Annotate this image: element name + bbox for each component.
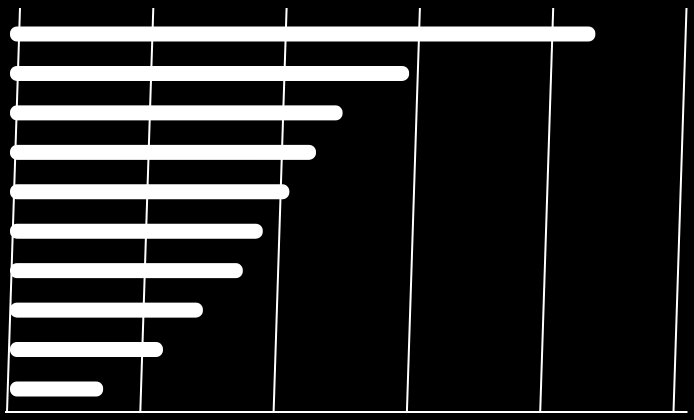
bar xyxy=(10,184,290,200)
grid-line xyxy=(405,7,421,413)
bar xyxy=(10,144,316,160)
bar xyxy=(10,65,410,81)
bar xyxy=(10,26,596,42)
grid-line xyxy=(672,7,688,413)
bar xyxy=(10,302,203,318)
bar xyxy=(10,105,343,121)
bar xyxy=(10,342,163,358)
bar xyxy=(10,381,104,397)
bar xyxy=(10,263,243,279)
bar xyxy=(10,223,263,239)
grid-line xyxy=(539,7,555,413)
